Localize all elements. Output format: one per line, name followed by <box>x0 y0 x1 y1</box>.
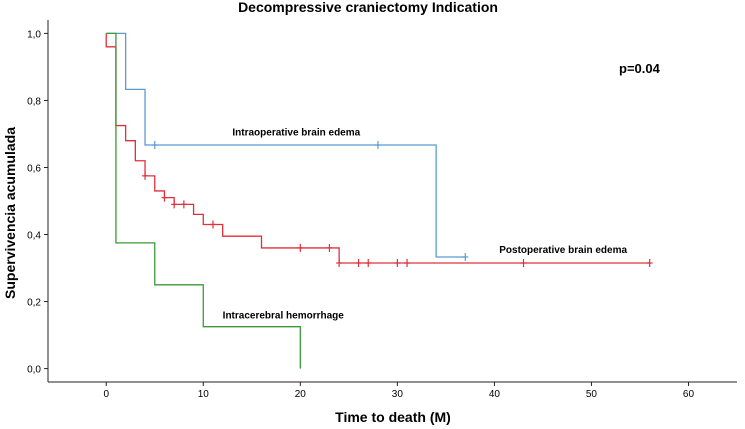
series-label-2: Postoperative brain edema <box>499 245 627 256</box>
y-tick-label: 0,8 <box>27 96 41 107</box>
plot-area: 0 10 20 30 40 50 60 0,0 0,2 0,4 0,6 0,8 1,0 Intraoper… <box>27 20 737 400</box>
p-value-annotation: p=0.04 <box>619 61 661 76</box>
x-axis-title: Time to death (M) <box>335 409 451 425</box>
series-line-1 <box>106 32 466 258</box>
series-label-3: Intracerebral hemorrhage <box>223 310 345 321</box>
x-tick-label: 30 <box>392 389 404 400</box>
x-tick-label: 20 <box>295 389 307 400</box>
y-axis-title: Supervivencia acumulada <box>2 127 18 299</box>
x-tick-label: 10 <box>198 389 210 400</box>
x-tick-label: 60 <box>683 389 695 400</box>
y-tick-label: 0,4 <box>27 231 41 242</box>
y-tick-label: 1,0 <box>27 29 41 40</box>
x-tick-label: 0 <box>103 389 109 400</box>
y-tick-label: 0,2 <box>27 298 41 309</box>
x-tick-label: 50 <box>586 389 598 400</box>
chart-title: Decompressive craniectomy Indication <box>238 0 498 15</box>
y-tick-label: 0,0 <box>27 365 41 376</box>
x-tick-label: 40 <box>489 389 501 400</box>
series-line-3 <box>106 32 301 369</box>
series-label-1: Intraoperative brain edema <box>232 128 360 139</box>
y-tick-label: 0,6 <box>27 163 41 174</box>
